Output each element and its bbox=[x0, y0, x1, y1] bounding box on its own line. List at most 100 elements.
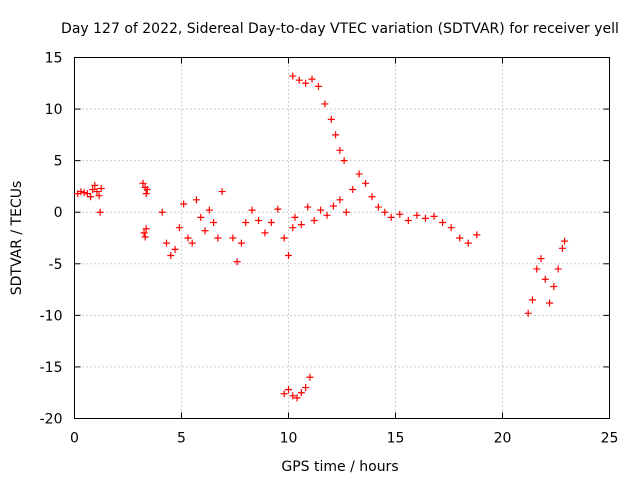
data-point bbox=[297, 221, 305, 229]
data-point bbox=[541, 275, 549, 283]
x-tick-label: 5 bbox=[177, 431, 186, 447]
data-point bbox=[142, 225, 150, 233]
data-point bbox=[141, 233, 149, 241]
data-point bbox=[184, 234, 192, 242]
data-point bbox=[163, 239, 171, 247]
data-point bbox=[533, 265, 541, 273]
series-segment-6 bbox=[387, 210, 481, 247]
series-segment-7 bbox=[289, 72, 348, 165]
data-point bbox=[413, 211, 421, 219]
data-point bbox=[255, 216, 263, 224]
y-tick-label: 15 bbox=[45, 51, 63, 67]
series-segment-9 bbox=[524, 237, 569, 317]
data-point bbox=[291, 213, 299, 221]
data-point bbox=[280, 390, 288, 398]
data-point bbox=[201, 227, 209, 235]
data-point bbox=[77, 188, 85, 196]
series-segment-2 bbox=[139, 179, 151, 241]
data-point bbox=[528, 296, 536, 304]
data-point bbox=[404, 216, 412, 224]
data-point bbox=[524, 309, 532, 317]
data-point bbox=[188, 239, 196, 247]
data-point bbox=[171, 245, 179, 253]
data-point bbox=[306, 373, 314, 381]
data-point bbox=[229, 234, 237, 242]
data-point bbox=[233, 258, 241, 266]
data-point bbox=[267, 219, 275, 227]
data-point bbox=[95, 192, 103, 200]
data-point bbox=[302, 384, 310, 392]
y-tick-label: -20 bbox=[40, 412, 63, 428]
data-point bbox=[561, 237, 569, 245]
series-segment-8 bbox=[280, 373, 314, 402]
data-point bbox=[327, 115, 335, 123]
chart-title: Day 127 of 2022, Sidereal Day-to-day VTE… bbox=[61, 21, 619, 37]
data-point bbox=[336, 196, 344, 204]
data-point bbox=[546, 299, 554, 307]
data-point bbox=[192, 196, 200, 204]
x-tick-label: 15 bbox=[387, 431, 405, 447]
y-tick-label: 5 bbox=[54, 154, 63, 170]
axis-ticks bbox=[74, 57, 610, 419]
data-point bbox=[285, 252, 292, 260]
data-point bbox=[289, 72, 297, 80]
data-point bbox=[218, 188, 226, 196]
data-point bbox=[140, 229, 148, 237]
data-point bbox=[317, 206, 325, 214]
x-tick-label: 10 bbox=[280, 431, 298, 447]
data-point bbox=[214, 234, 222, 242]
data-point bbox=[205, 206, 213, 214]
y-axis-label: SDTVAR / TECUs bbox=[9, 181, 25, 296]
x-tick-label: 25 bbox=[601, 431, 619, 447]
grid-lines bbox=[74, 57, 610, 419]
series-segment-3 bbox=[158, 188, 226, 260]
data-point bbox=[87, 193, 95, 201]
data-point bbox=[293, 394, 301, 402]
data-point bbox=[381, 208, 389, 216]
data-point bbox=[314, 82, 322, 90]
data-point bbox=[340, 157, 348, 165]
data-point bbox=[237, 239, 245, 247]
data-point bbox=[368, 193, 376, 201]
data-point bbox=[96, 208, 104, 216]
data-point bbox=[180, 200, 188, 208]
data-point bbox=[83, 190, 91, 198]
data-point bbox=[80, 189, 88, 197]
data-point bbox=[142, 190, 150, 198]
data-point bbox=[285, 386, 292, 394]
series-segment-4 bbox=[229, 205, 297, 266]
data-point bbox=[197, 213, 205, 221]
data-point bbox=[242, 219, 250, 227]
data-point bbox=[558, 244, 566, 252]
data-point bbox=[304, 203, 312, 211]
data-point bbox=[261, 229, 269, 237]
data-point bbox=[302, 79, 310, 87]
y-tick-label: -15 bbox=[40, 360, 63, 376]
data-point bbox=[396, 210, 404, 218]
y-tick-label: -10 bbox=[40, 308, 63, 324]
data-point bbox=[447, 224, 455, 232]
plot-frame bbox=[74, 57, 610, 419]
data-point bbox=[175, 224, 183, 232]
data-point bbox=[362, 179, 370, 187]
y-tick-label: 0 bbox=[54, 205, 63, 221]
data-point bbox=[421, 214, 429, 222]
data-point bbox=[456, 234, 464, 242]
data-point bbox=[349, 186, 357, 194]
series-segment-1 bbox=[74, 181, 105, 216]
data-point bbox=[473, 231, 481, 239]
series-segment-5 bbox=[291, 170, 389, 229]
x-tick-label: 20 bbox=[494, 431, 512, 447]
data-point bbox=[210, 219, 218, 227]
data-point bbox=[387, 213, 395, 221]
data-point bbox=[274, 205, 282, 213]
data-point bbox=[89, 186, 97, 194]
data-point bbox=[310, 216, 318, 224]
data-point bbox=[91, 181, 99, 189]
y-tick-label: -5 bbox=[49, 257, 63, 273]
data-point bbox=[464, 239, 472, 247]
y-tick-labels: -20 -15 -10 -5 0 5 10 15 bbox=[40, 51, 63, 428]
x-tick-label: 0 bbox=[70, 431, 79, 447]
x-tick-labels: 0 5 10 15 20 25 bbox=[70, 431, 618, 447]
